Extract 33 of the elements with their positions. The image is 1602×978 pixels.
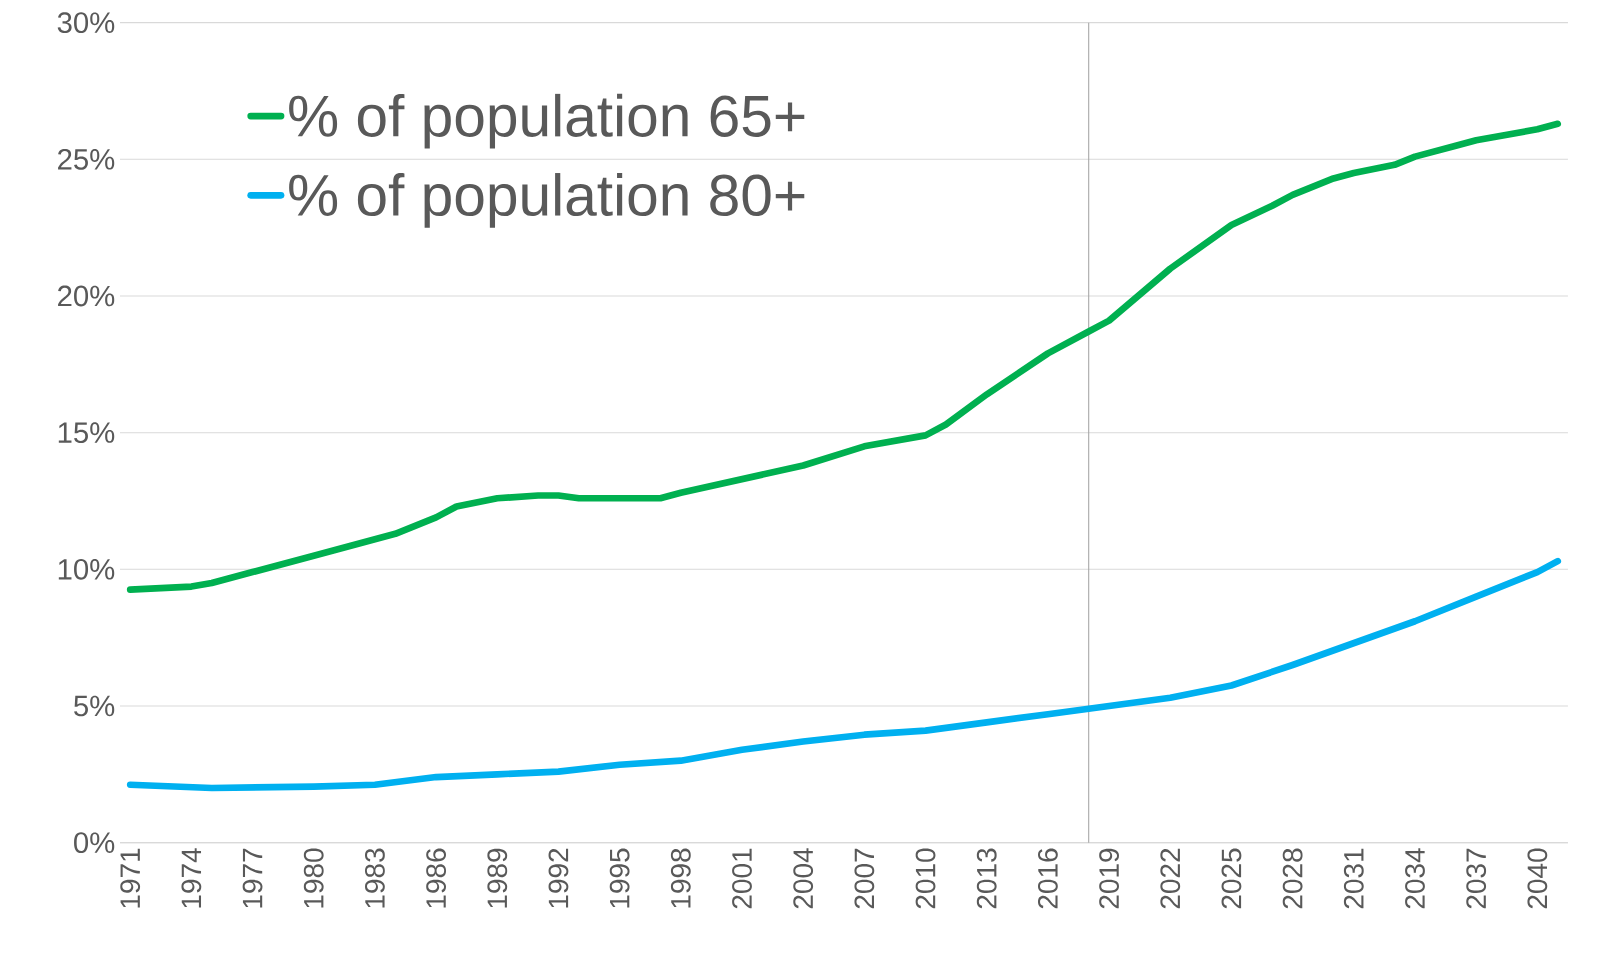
x-tick-label: 1983 [365, 848, 385, 908]
x-tick-label: 1995 [609, 848, 630, 908]
y-tick-label: 10% [58, 558, 115, 580]
x-tick-label: 2013 [976, 848, 997, 909]
x-tick-label: 2007 [854, 848, 875, 909]
x-tick-label: 2019 [1099, 848, 1119, 909]
x-tick-label: 1980 [303, 848, 324, 908]
x-tick-label: 1998 [670, 848, 691, 908]
legend-label: % of population 80+ [289, 173, 805, 228]
x-tick-label: 2004 [793, 848, 814, 909]
x-tick-label: 2028 [1282, 848, 1303, 909]
x-tick-label: 2016 [1038, 848, 1058, 909]
x-tick-label: 2037 [1466, 848, 1487, 909]
y-tick-label: 30% [57, 12, 115, 34]
x-tick-label: 1977 [242, 848, 263, 908]
x-tick-label: 2022 [1160, 848, 1181, 909]
x-tick-label: 1974 [181, 848, 202, 908]
y-tick-label: 0% [74, 832, 115, 854]
x-tick-label: 2031 [1343, 848, 1364, 909]
x-tick-label: 1971 [120, 848, 141, 908]
y-tick-label: 25% [58, 148, 115, 170]
x-tick-label: 2040 [1527, 848, 1548, 909]
x-tick-label: 2001 [732, 848, 752, 909]
x-tick-label: 2025 [1221, 848, 1242, 909]
x-tick-label: 1992 [548, 848, 569, 908]
x-tick-label: 1989 [487, 848, 508, 908]
y-tick-label: 5% [74, 695, 115, 717]
y-tick-label: 15% [58, 422, 115, 443]
y-tick-label: 20% [58, 285, 115, 307]
x-tick-label: 2010 [915, 848, 936, 909]
x-tick-label: 2034 [1405, 848, 1425, 909]
legend-label: % of population 65+ [289, 93, 805, 149]
x-tick-label: 1986 [426, 848, 447, 908]
